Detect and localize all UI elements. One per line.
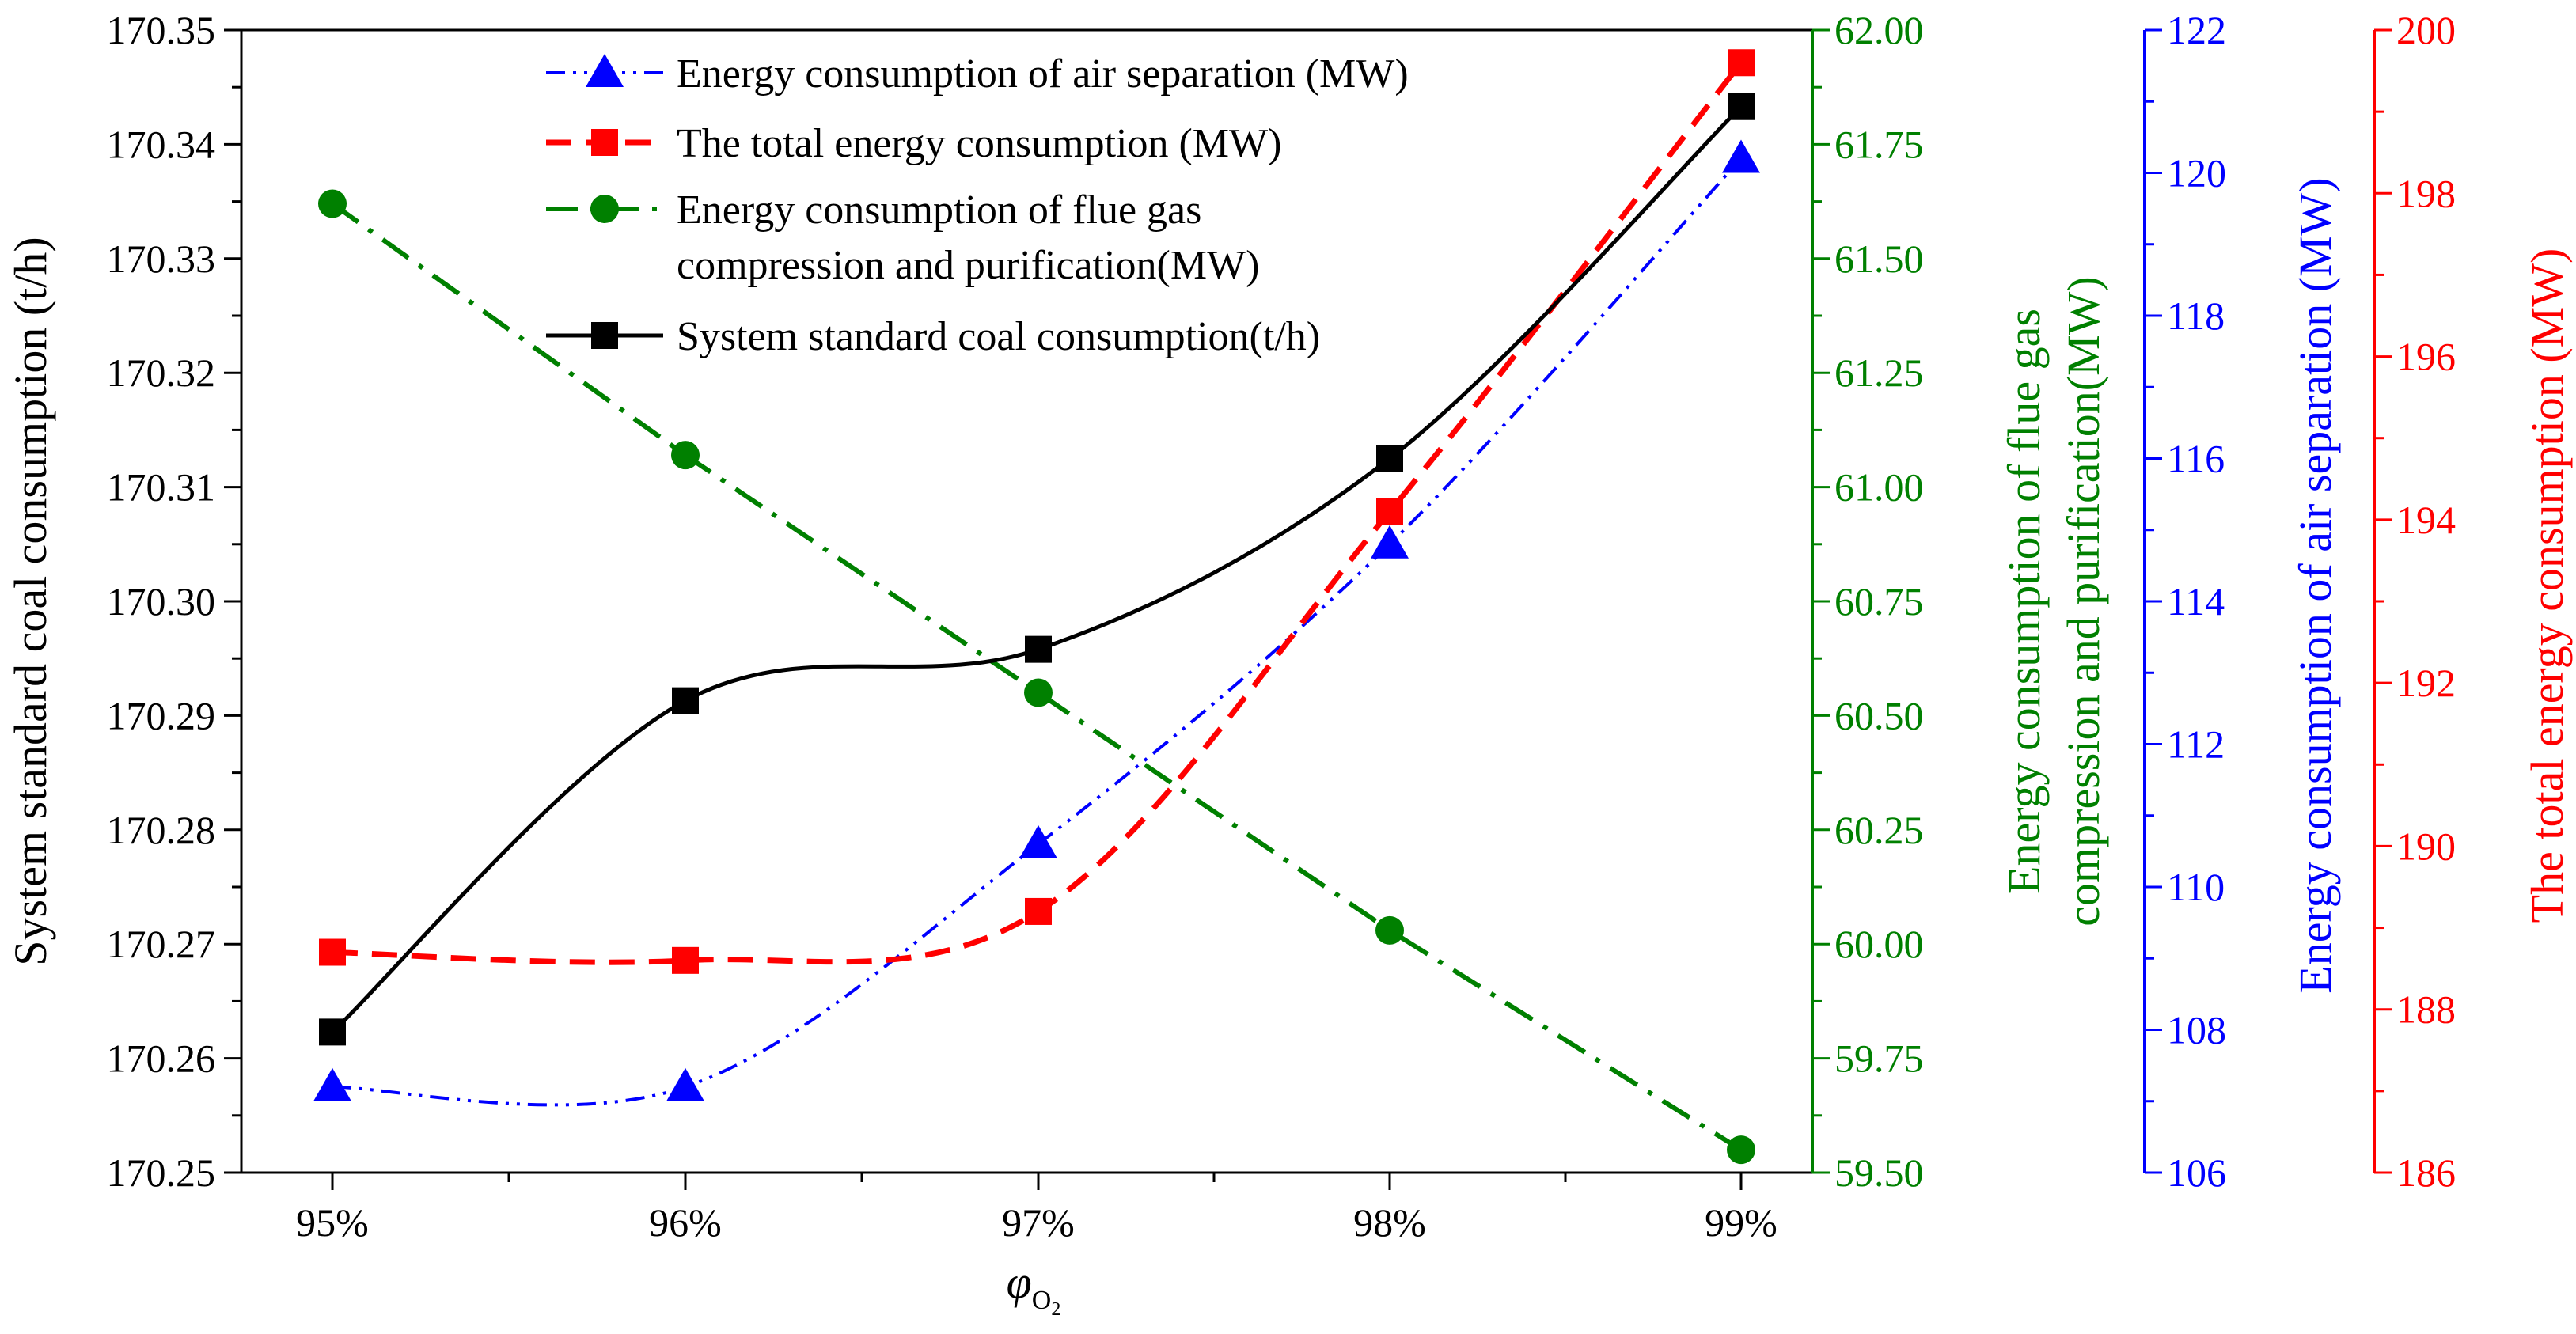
legend-marker-flue-gas xyxy=(590,195,619,223)
red-tick-label: 198 xyxy=(2396,171,2456,215)
x-tick-label: 99% xyxy=(1705,1200,1777,1245)
green-axis-title-line2: compression and purification(MW) xyxy=(2058,276,2109,926)
green-tick-label: 60.75 xyxy=(1834,579,1924,623)
green-tick-label: 61.75 xyxy=(1834,122,1924,166)
data-point-coal-consumption xyxy=(1376,445,1403,472)
green-tick-label: 61.00 xyxy=(1834,465,1924,510)
red-axis-title: The total energy consumption (MW) xyxy=(2521,248,2573,923)
x-tick-label: 96% xyxy=(649,1200,722,1245)
red-tick-label: 186 xyxy=(2396,1150,2456,1195)
red-tick-label: 192 xyxy=(2396,661,2456,705)
red-tick-label: 200 xyxy=(2396,8,2456,52)
data-point-flue-gas xyxy=(318,189,347,218)
legend-group: Energy consumption of air separation (MW… xyxy=(546,51,1409,359)
legend-label-coal-consumption: System standard coal consumption(t/h) xyxy=(677,314,1320,359)
x-tick-label: 95% xyxy=(296,1200,369,1245)
blue-tick-label: 120 xyxy=(2167,151,2226,195)
series-group xyxy=(313,49,1760,1165)
left-tick-label: 170.31 xyxy=(107,465,216,510)
legend-label-flue-gas-line1: Energy consumption of flue gas xyxy=(677,188,1201,233)
x-tick-label: 97% xyxy=(1002,1200,1075,1245)
data-point-total-energy xyxy=(1025,897,1052,925)
blue-tick-label: 114 xyxy=(2167,579,2225,623)
x-axis-label: φO2 xyxy=(1007,1256,1061,1320)
left-axis-title: System standard coal consumption (t/h) xyxy=(5,237,56,965)
data-point-coal-consumption xyxy=(1025,635,1052,663)
red-tick-label: 194 xyxy=(2396,498,2456,542)
data-point-air-separation xyxy=(1019,824,1057,858)
green-tick-label: 59.50 xyxy=(1834,1150,1924,1195)
legend-label-flue-gas-line2: compression and purification(MW) xyxy=(677,243,1259,288)
data-point-total-energy xyxy=(1376,498,1403,525)
blue-tick-label: 112 xyxy=(2167,722,2225,767)
red-tick-label: 190 xyxy=(2396,824,2456,868)
green-tick-label: 61.25 xyxy=(1834,351,1924,395)
green-axis-title-line1: Energy consumption of flue gas xyxy=(1998,309,2050,894)
data-point-flue-gas xyxy=(1375,915,1404,945)
left-tick-label: 170.28 xyxy=(107,808,216,852)
x-tick-label: 98% xyxy=(1353,1200,1426,1245)
data-point-total-energy xyxy=(1728,49,1755,77)
legend-marker-air-separation xyxy=(586,54,624,87)
series-line-total-energy xyxy=(332,61,1743,965)
data-point-flue-gas xyxy=(1727,1135,1755,1165)
data-point-coal-consumption xyxy=(1728,93,1755,120)
data-point-air-separation xyxy=(1722,139,1760,173)
green-tick-label: 60.50 xyxy=(1834,693,1924,737)
green-tick-label: 60.25 xyxy=(1834,808,1924,852)
axes-group: 95% 96% 97% 98% 99% φO2 170.25 170.26 170.27 170.… xyxy=(5,8,2573,1320)
blue-tick-label: 110 xyxy=(2167,865,2225,909)
left-tick-label: 170.35 xyxy=(107,8,216,52)
green-tick-label: 60.00 xyxy=(1834,922,1924,966)
legend-marker-total-energy xyxy=(591,129,618,156)
x-axis-label-subscript-2: 2 xyxy=(1051,1299,1060,1320)
blue-tick-label: 122 xyxy=(2167,8,2226,52)
series-line-air-separation xyxy=(332,157,1743,1107)
legend-label-air-separation: Energy consumption of air separation (MW… xyxy=(677,51,1409,97)
left-tick-label: 170.32 xyxy=(107,351,216,395)
legend-label-total-energy: The total energy consumption (MW) xyxy=(677,121,1281,166)
left-tick-label: 170.27 xyxy=(107,922,216,966)
red-tick-label: 196 xyxy=(2396,335,2456,379)
x-axis-label-subscript: O xyxy=(1032,1286,1052,1315)
left-tick-label: 170.25 xyxy=(107,1150,216,1195)
blue-tick-label: 116 xyxy=(2167,437,2225,481)
data-point-total-energy xyxy=(319,938,346,966)
data-point-air-separation xyxy=(313,1067,351,1101)
left-tick-label: 170.30 xyxy=(107,579,216,623)
data-point-air-separation xyxy=(666,1067,704,1101)
data-point-flue-gas xyxy=(1024,678,1053,707)
blue-tick-label: 108 xyxy=(2167,1008,2226,1052)
data-point-coal-consumption xyxy=(319,1018,346,1046)
left-tick-label: 170.33 xyxy=(107,237,216,281)
blue-tick-label: 106 xyxy=(2167,1150,2226,1195)
left-tick-label: 170.29 xyxy=(107,693,216,737)
blue-tick-label: 118 xyxy=(2167,294,2225,338)
green-tick-label: 59.75 xyxy=(1834,1037,1924,1081)
legend-marker-coal-consumption xyxy=(591,322,618,349)
left-tick-label: 170.26 xyxy=(107,1037,216,1081)
x-axis-label-symbol: φ xyxy=(1007,1256,1032,1308)
green-tick-label: 61.50 xyxy=(1834,237,1924,281)
green-tick-label: 62.00 xyxy=(1834,8,1924,52)
data-point-total-energy xyxy=(672,946,699,974)
data-point-coal-consumption xyxy=(672,687,699,714)
data-point-air-separation xyxy=(1371,525,1409,559)
red-tick-label: 188 xyxy=(2396,987,2456,1032)
series-line-flue-gas xyxy=(331,202,1743,1152)
left-tick-label: 170.34 xyxy=(107,122,216,166)
data-point-flue-gas xyxy=(671,441,700,470)
blue-axis-title: Energy consumption of air separation (MW… xyxy=(2290,177,2341,993)
